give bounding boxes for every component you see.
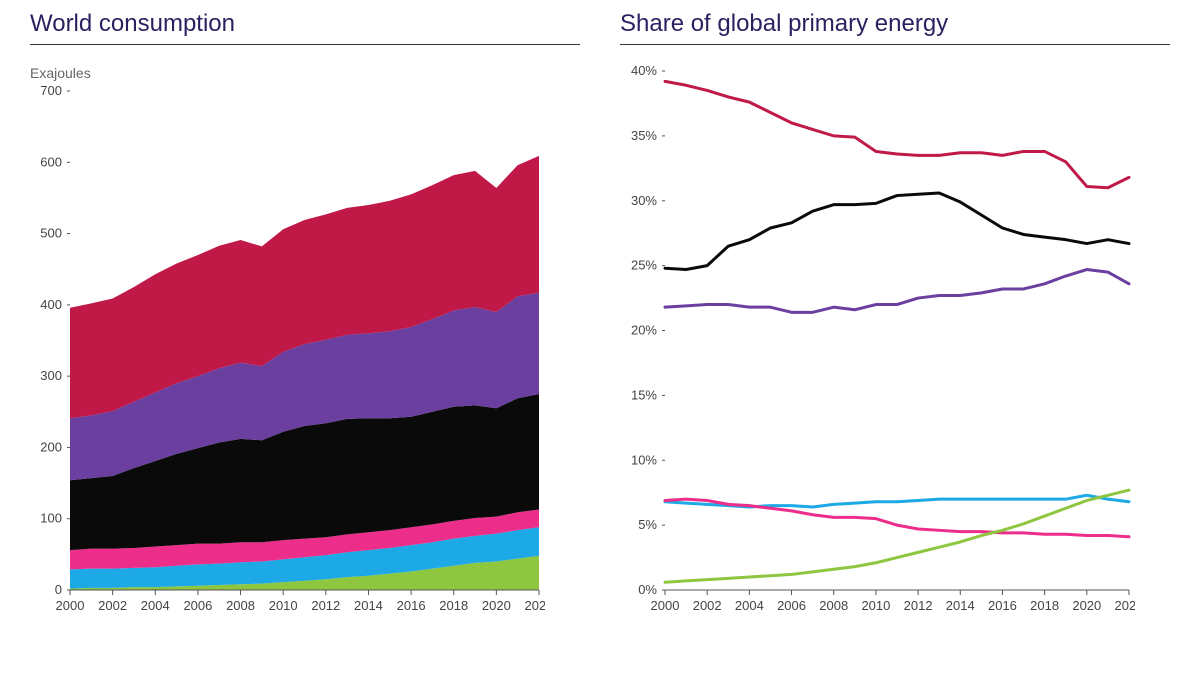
right-xtick-label: 2010: [861, 598, 890, 613]
left-ytick-label: 100: [40, 511, 62, 526]
right-ytick-label: 15%: [631, 387, 657, 402]
left-xtick-label: 2006: [183, 598, 212, 613]
right-xtick-label: 2000: [651, 598, 680, 613]
left-xtick-label: 2002: [98, 598, 127, 613]
right-xtick-label: 2012: [904, 598, 933, 613]
right-chart-svg: 0% 5% 10% 15% 20% 25% 30% 35% 40% 2000 2002 2004 200…: [620, 65, 1135, 620]
left-xtick-label: 2020: [482, 598, 511, 613]
left-xtick-label: 2022: [525, 598, 545, 613]
right-ytick-label: 5%: [638, 517, 657, 532]
left-panel: World consumption Exajoules 0 100 200 300 40…: [30, 10, 580, 655]
right-ytick-label: 20%: [631, 323, 657, 338]
left-chart: 0 100 200 300 400 500 600 700 2000 2002 2004 2006 20…: [30, 85, 580, 655]
left-ytick-label: 700: [40, 85, 62, 98]
right-xtick-label: 2016: [988, 598, 1017, 613]
right-xtick-label: 2014: [946, 598, 975, 613]
right-xtick-label: 2002: [693, 598, 722, 613]
right-ytick-label: 30%: [631, 193, 657, 208]
left-xtick-label: 2010: [269, 598, 298, 613]
left-xtick-label: 2000: [56, 598, 85, 613]
line-series-nuclear: [665, 499, 1129, 537]
right-title: Share of global primary energy: [620, 10, 1170, 45]
left-ytick-label: 400: [40, 297, 62, 312]
right-xtick-label: 2020: [1072, 598, 1101, 613]
left-title: World consumption: [30, 10, 580, 45]
page: World consumption Exajoules 0 100 200 300 40…: [0, 0, 1200, 675]
line-series-natural_gas: [665, 270, 1129, 313]
left-xtick-label: 2014: [354, 598, 383, 613]
right-xtick-label: 2006: [777, 598, 806, 613]
right-ytick-label: 25%: [631, 258, 657, 273]
right-xtick-label: 2022: [1115, 598, 1135, 613]
left-ylabel: Exajoules: [30, 65, 580, 81]
left-xtick-label: 2016: [397, 598, 426, 613]
left-xtick-label: 2004: [141, 598, 170, 613]
left-xtick-label: 2008: [226, 598, 255, 613]
right-panel: Share of global primary energy 0% 5% 10% 15…: [620, 10, 1170, 655]
right-ytick-label: 0%: [638, 582, 657, 597]
left-ytick-label: 0: [55, 582, 62, 597]
left-ytick-label: 500: [40, 226, 62, 241]
right-ytick-label: 10%: [631, 452, 657, 467]
left-xtick-label: 2012: [311, 598, 340, 613]
right-xtick-label: 2018: [1030, 598, 1059, 613]
right-xtick-label: 2004: [735, 598, 764, 613]
right-ytick-label: 40%: [631, 65, 657, 78]
line-series-coal: [665, 193, 1129, 270]
left-xtick-label: 2018: [439, 598, 468, 613]
left-chart-svg: 0 100 200 300 400 500 600 700 2000 2002 2004 2006 20…: [30, 85, 545, 620]
left-ytick-label: 200: [40, 439, 62, 454]
left-ytick-label: 300: [40, 368, 62, 383]
left-ytick-label: 600: [40, 154, 62, 169]
right-ytick-label: 35%: [631, 128, 657, 143]
line-series-oil: [665, 81, 1129, 187]
right-chart: 0% 5% 10% 15% 20% 25% 30% 35% 40% 2000 2002 2004 200…: [620, 65, 1170, 655]
right-xtick-label: 2008: [819, 598, 848, 613]
